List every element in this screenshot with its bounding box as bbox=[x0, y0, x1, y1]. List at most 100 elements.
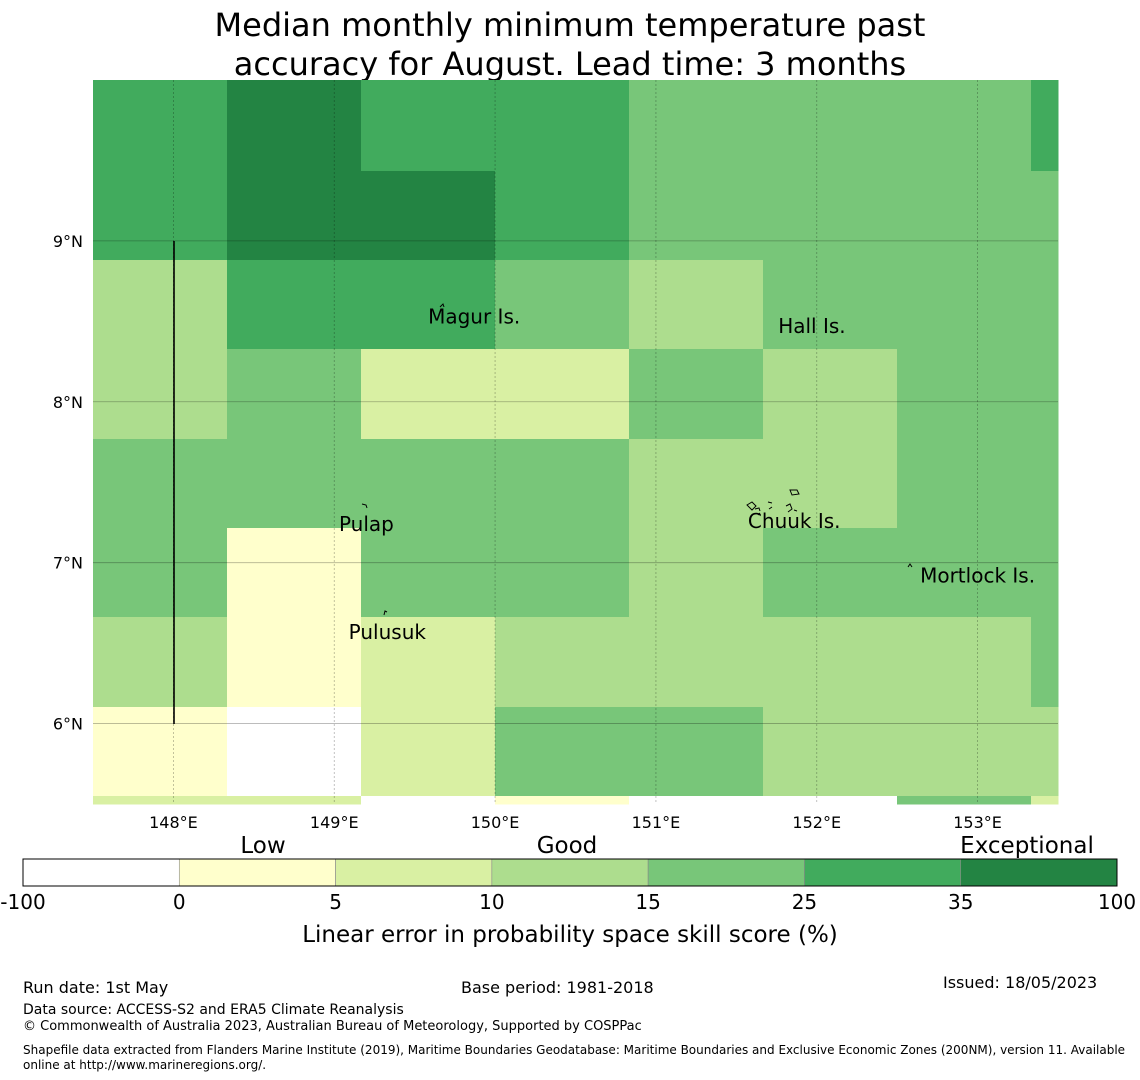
grid-cell bbox=[93, 617, 228, 708]
colorbar-swatch bbox=[960, 858, 1118, 887]
data-source: Data source: ACCESS-S2 and ERA5 Climate … bbox=[23, 1002, 404, 1018]
grid-cell bbox=[897, 617, 1032, 708]
lon-tick-label: 149°E bbox=[310, 813, 359, 832]
grid-cell bbox=[227, 260, 362, 350]
colorbar-axis-label: Linear error in probability space skill … bbox=[302, 922, 838, 948]
grid-cell bbox=[495, 528, 630, 618]
colorbar-swatch bbox=[335, 858, 493, 887]
colorbar-category-label: Exceptional bbox=[960, 833, 1094, 859]
grid-cell bbox=[227, 617, 362, 708]
map-title: Median monthly minimum temperature past … bbox=[0, 6, 1140, 84]
colorbar-swatch bbox=[178, 858, 336, 887]
grid-cell bbox=[897, 439, 1032, 529]
grid-cell bbox=[1031, 349, 1059, 440]
grid-cell bbox=[93, 260, 228, 350]
grid-cell bbox=[1031, 707, 1059, 797]
grid-cell bbox=[495, 260, 630, 350]
lat-tick-label: 8°N bbox=[53, 393, 83, 412]
grid-cell bbox=[361, 260, 496, 350]
grid-cell bbox=[1031, 171, 1059, 261]
copyright: © Commonwealth of Australia 2023, Austra… bbox=[23, 1019, 642, 1034]
grid-cell bbox=[227, 528, 362, 618]
grid-cell bbox=[1031, 528, 1059, 618]
grid-cell bbox=[495, 796, 630, 805]
grid-cell bbox=[1031, 439, 1059, 529]
place-labels: Magur Is. Hall Is. Pulap Chuuk Is. Mortlock … bbox=[339, 305, 1035, 644]
grid-cell bbox=[763, 528, 898, 618]
grid-cell bbox=[629, 260, 764, 350]
grid-cell bbox=[495, 439, 630, 529]
grid-cell bbox=[763, 439, 898, 529]
grid-cell bbox=[361, 80, 496, 172]
colorbar-tick-label: 0 bbox=[173, 890, 186, 914]
grid-cell bbox=[763, 80, 898, 172]
grid-cell bbox=[227, 171, 362, 261]
colorbar-tick-label: 100 bbox=[1098, 890, 1136, 914]
place-label: Pulusuk bbox=[349, 620, 427, 644]
grid-cell bbox=[93, 80, 228, 172]
grid-cell bbox=[361, 796, 496, 805]
grid-cell bbox=[897, 80, 1032, 172]
pulusuk-island-outline bbox=[383, 610, 388, 616]
colorbar-category-label: Low bbox=[240, 833, 285, 859]
place-label: Mortlock Is. bbox=[920, 564, 1035, 588]
title-line-2: accuracy for August. Lead time: 3 months bbox=[233, 45, 907, 83]
grid-cell bbox=[227, 707, 362, 797]
grid-cell bbox=[93, 707, 228, 797]
lat-tick-label: 6°N bbox=[53, 715, 83, 734]
grid-cell bbox=[495, 171, 630, 261]
grid-cell bbox=[361, 439, 496, 529]
mortlock-island-outline bbox=[907, 563, 913, 568]
lon-tick-label: 152°E bbox=[792, 813, 841, 832]
pulap-island-outline bbox=[361, 503, 368, 509]
grid-cell bbox=[629, 707, 764, 797]
grid-cell bbox=[763, 349, 898, 440]
grid-cell bbox=[93, 528, 228, 618]
grid-cell bbox=[1031, 80, 1059, 172]
run-date: Run date: 1st May bbox=[23, 978, 169, 997]
grid-cell bbox=[361, 617, 496, 708]
colorbar-swatch bbox=[647, 858, 805, 887]
grid-cell bbox=[1031, 796, 1059, 805]
title-line-1: Median monthly minimum temperature past bbox=[214, 6, 926, 44]
lon-tick-label: 148°E bbox=[149, 813, 198, 832]
colorbar-tick-label: 25 bbox=[792, 890, 817, 914]
grid-cell bbox=[897, 796, 1032, 805]
colorbar-legend: -100 0 5 10 15 25 35 100 Low Good Exceptional Linea… bbox=[0, 833, 1136, 948]
place-label: Hall Is. bbox=[778, 314, 845, 338]
magur-island-outline bbox=[439, 303, 445, 308]
colorbar-tick-label: -100 bbox=[0, 890, 45, 914]
colorbar-category-label: Good bbox=[537, 833, 598, 859]
grid-cell bbox=[763, 260, 898, 350]
lat-tick-label: 7°N bbox=[53, 554, 83, 573]
grid-cell bbox=[361, 349, 496, 440]
grid-cell bbox=[227, 349, 362, 440]
grid-cell bbox=[495, 617, 630, 708]
grid-cell bbox=[227, 80, 362, 172]
grid-cell bbox=[897, 528, 1032, 618]
grid-cell bbox=[629, 439, 764, 529]
island-outlines bbox=[361, 303, 913, 616]
grid-cell bbox=[897, 260, 1032, 350]
colorbar-tick-label: 35 bbox=[948, 890, 973, 914]
grid-cell bbox=[495, 80, 630, 172]
grid-cell bbox=[495, 349, 630, 440]
grid-cell bbox=[629, 796, 764, 805]
shapefile-credit: Shapefile data extracted from Flanders M… bbox=[23, 1043, 1126, 1072]
colorbar-swatch bbox=[491, 858, 649, 887]
colorbar-swatch bbox=[22, 858, 180, 887]
chuuk-lagoon-outline bbox=[746, 489, 800, 516]
colorbar-swatch bbox=[804, 858, 962, 887]
colorbar-frame bbox=[22, 858, 1118, 887]
lon-tick-label: 150°E bbox=[471, 813, 520, 832]
place-label: Pulap bbox=[339, 512, 394, 536]
grid-cell bbox=[495, 707, 630, 797]
grid-cell bbox=[227, 796, 362, 805]
grid-cell bbox=[227, 439, 362, 529]
grid-cell bbox=[897, 349, 1032, 440]
grid-cell bbox=[93, 796, 228, 805]
grid-cell bbox=[93, 439, 228, 529]
grid-cell bbox=[1031, 260, 1059, 350]
grid-cell bbox=[93, 171, 228, 261]
